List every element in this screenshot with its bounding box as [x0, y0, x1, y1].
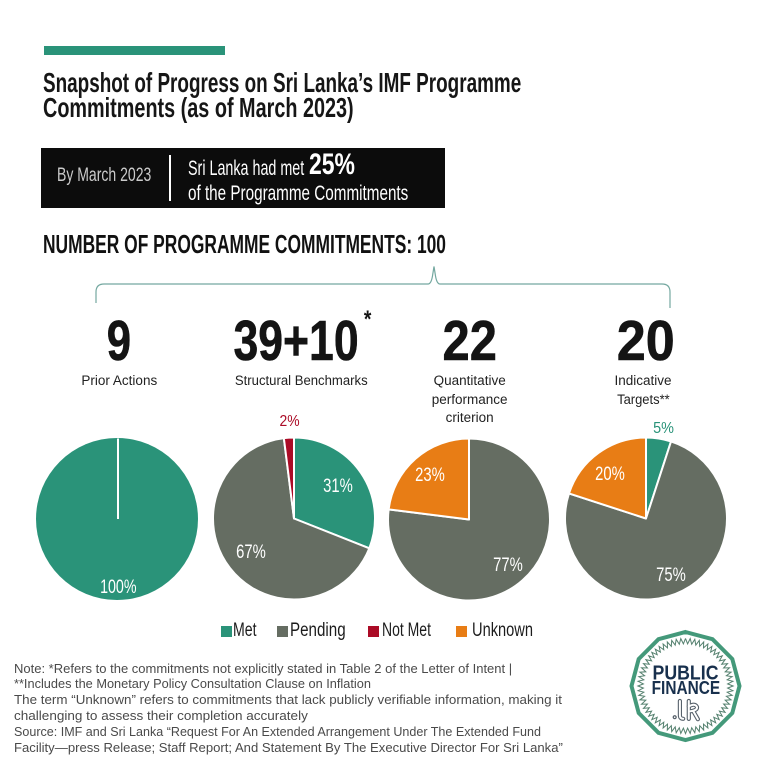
svg-text:FINANCE: FINANCE — [652, 677, 721, 698]
svg-text:PUBLIC: PUBLIC — [653, 662, 719, 685]
